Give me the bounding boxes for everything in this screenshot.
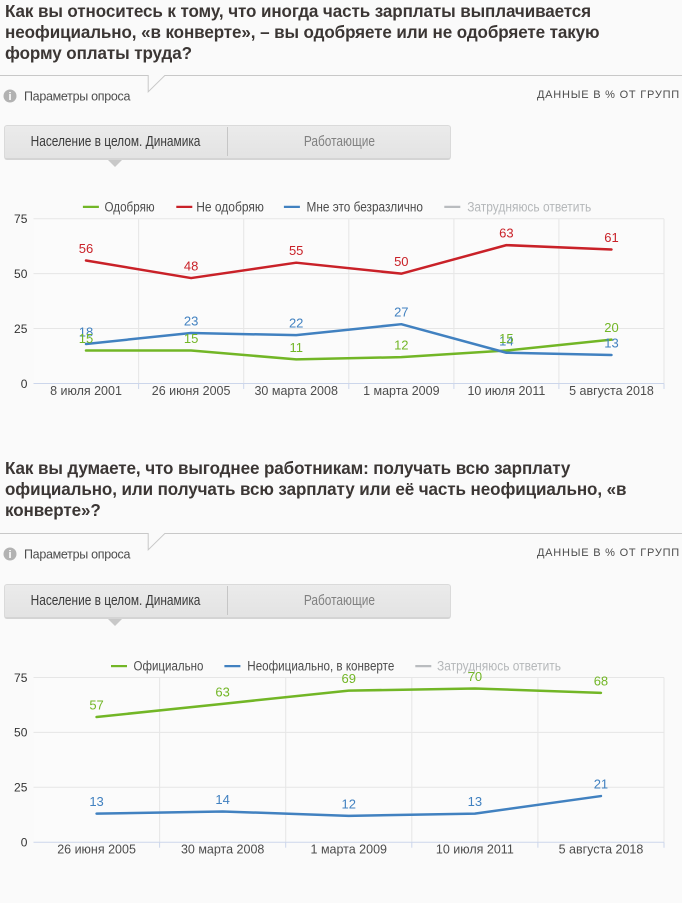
svg-text:13: 13 — [468, 794, 482, 809]
svg-text:12: 12 — [342, 796, 356, 811]
svg-text:11: 11 — [289, 340, 303, 355]
svg-text:25: 25 — [14, 322, 28, 336]
svg-text:10 июля 2011: 10 июля 2011 — [467, 384, 545, 398]
svg-text:Затрудняюсь ответить: Затрудняюсь ответить — [437, 659, 561, 675]
svg-text:Не одобряю: Не одобряю — [196, 200, 264, 216]
svg-text:8 июля 2001: 8 июля 2001 — [50, 384, 122, 398]
svg-text:26 июня 2005: 26 июня 2005 — [57, 843, 136, 857]
svg-text:14: 14 — [215, 792, 229, 807]
svg-text:48: 48 — [184, 259, 198, 274]
svg-text:75: 75 — [14, 671, 28, 685]
svg-text:26 июня 2005: 26 июня 2005 — [152, 384, 231, 398]
svg-text:61: 61 — [604, 230, 618, 245]
svg-text:56: 56 — [79, 241, 93, 256]
svg-text:1 марта 2009: 1 марта 2009 — [311, 843, 388, 857]
svg-text:21: 21 — [594, 777, 608, 792]
svg-text:0: 0 — [21, 377, 28, 391]
svg-text:50: 50 — [394, 254, 408, 269]
svg-text:Официально: Официально — [134, 659, 204, 675]
svg-text:i: i — [8, 91, 11, 103]
svg-text:70: 70 — [468, 669, 482, 684]
svg-text:14: 14 — [499, 333, 513, 348]
svg-text:30 марта 2008: 30 марта 2008 — [254, 384, 337, 398]
svg-text:12: 12 — [394, 338, 408, 353]
svg-text:68: 68 — [594, 673, 608, 688]
svg-text:Параметры опроса: Параметры опроса — [24, 547, 130, 561]
svg-text:0: 0 — [21, 836, 28, 850]
svg-text:13: 13 — [604, 335, 618, 350]
svg-text:Неофициально, в конверте: Неофициально, в конверте — [247, 659, 394, 675]
svg-text:20: 20 — [604, 320, 618, 335]
svg-text:63: 63 — [215, 684, 229, 699]
svg-text:25: 25 — [14, 781, 28, 795]
svg-text:69: 69 — [342, 671, 356, 686]
svg-text:5 августа 2018: 5 августа 2018 — [569, 384, 654, 398]
svg-text:13: 13 — [89, 794, 103, 809]
svg-text:22: 22 — [289, 316, 303, 331]
svg-text:75: 75 — [14, 212, 28, 226]
svg-text:Одобряю: Одобряю — [105, 200, 155, 216]
svg-text:57: 57 — [89, 698, 103, 713]
svg-text:23: 23 — [184, 313, 198, 328]
svg-text:55: 55 — [289, 243, 303, 258]
svg-text:i: i — [8, 549, 11, 561]
svg-text:15: 15 — [79, 331, 93, 346]
svg-text:63: 63 — [499, 226, 513, 241]
svg-text:10 июля 2011: 10 июля 2011 — [436, 843, 514, 857]
svg-text:Затрудняюсь ответить: Затрудняюсь ответить — [467, 200, 591, 216]
svg-text:18: 18 — [79, 324, 93, 339]
svg-text:27: 27 — [394, 305, 408, 320]
svg-text:5 августа 2018: 5 августа 2018 — [559, 843, 644, 857]
svg-text:50: 50 — [14, 726, 28, 740]
svg-text:50: 50 — [14, 267, 28, 281]
svg-text:Мне это безразлично: Мне это безразлично — [307, 200, 424, 216]
svg-text:15: 15 — [499, 331, 513, 346]
svg-text:1 марта 2009: 1 марта 2009 — [363, 384, 440, 398]
svg-text:30 марта 2008: 30 марта 2008 — [181, 843, 264, 857]
svg-text:15: 15 — [184, 331, 198, 346]
svg-text:Параметры опроса: Параметры опроса — [24, 89, 130, 103]
